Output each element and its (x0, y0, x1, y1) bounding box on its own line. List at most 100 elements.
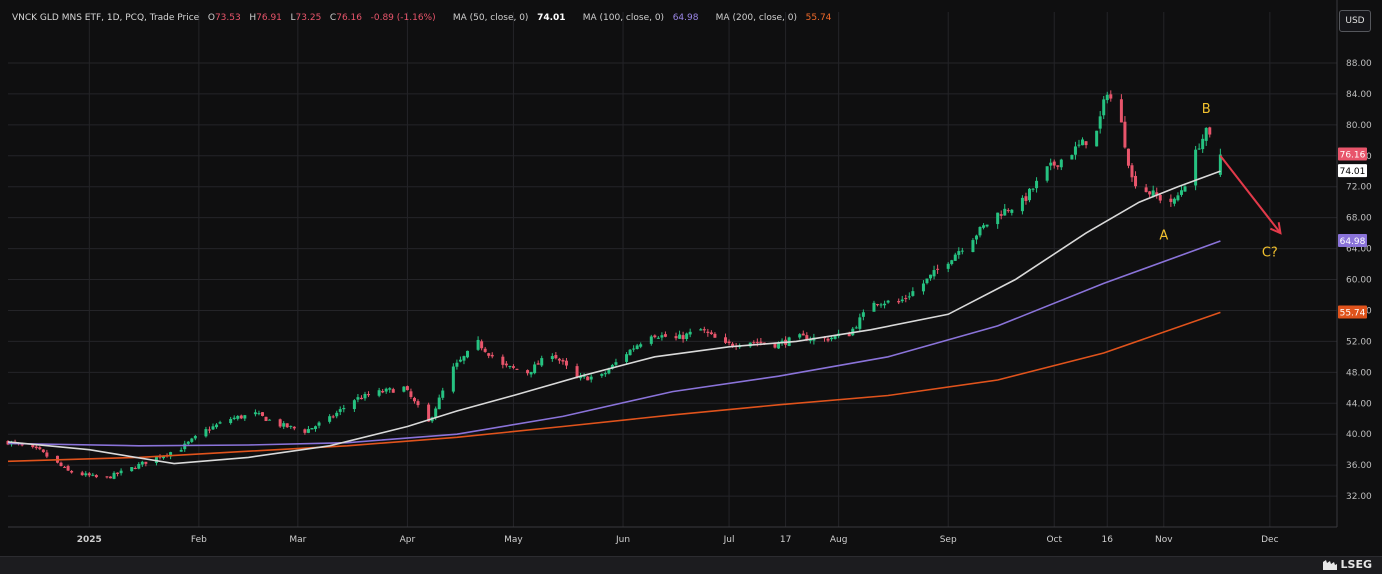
candle-body (462, 356, 466, 361)
candle-body (289, 425, 293, 427)
price-label-box (1338, 233, 1367, 247)
candle-body (960, 250, 964, 252)
wave-annotation: C? (1262, 245, 1278, 260)
candle-body (607, 369, 611, 374)
legend-change: -0.89 (-1.16%) (370, 13, 436, 23)
candle-body (20, 444, 24, 446)
candle-body (1148, 191, 1152, 195)
price-label-box (1338, 164, 1367, 178)
candle-body (996, 212, 1000, 225)
currency-button[interactable]: USD (1339, 10, 1371, 32)
candle-body (886, 300, 890, 303)
candle-body (777, 342, 781, 349)
candle-body (999, 214, 1003, 216)
price-label-box (1338, 147, 1367, 161)
legend-high-label: H (249, 13, 257, 23)
y-tick-label: 64.00 (1346, 245, 1372, 255)
candle-body (533, 364, 537, 374)
candle-body (314, 426, 318, 429)
candle-body (490, 354, 494, 357)
candle-body (480, 341, 484, 349)
candle-body (335, 412, 339, 417)
candle-body (1049, 162, 1053, 166)
candle-body (169, 452, 173, 457)
candle-body (625, 354, 629, 362)
candle-body (1169, 198, 1173, 202)
candle-body (342, 408, 346, 410)
candle-body (600, 373, 604, 376)
candle-body (879, 304, 883, 306)
candle-body (59, 462, 63, 467)
candle-body (1027, 188, 1031, 201)
candle-body (550, 356, 554, 360)
candle-body (1045, 166, 1049, 181)
candle-body (331, 416, 335, 418)
candle-body (1052, 161, 1056, 166)
legend-close-label: C (329, 13, 337, 23)
price-label-text: 64.98 (1340, 237, 1366, 247)
candle-body (328, 416, 332, 422)
candle-body (437, 397, 441, 410)
candle-body (384, 388, 388, 392)
candle-body (1130, 165, 1134, 178)
brand-label: LSEG (1340, 558, 1372, 571)
x-tick-label: Mar (289, 535, 306, 545)
chart-canvas[interactable]: 32.0036.0040.0044.0048.0052.0056.0060.00… (0, 0, 1382, 556)
y-tick-label: 40.00 (1346, 430, 1372, 440)
candle-body (487, 353, 491, 356)
candle-body (292, 426, 296, 429)
x-tick-label: 2025 (77, 535, 102, 545)
footer-bar (0, 556, 1382, 574)
candle-body (183, 443, 187, 450)
brand-logo: LSEG (1322, 558, 1372, 571)
candle-body (610, 364, 614, 369)
candle-body (1020, 197, 1024, 212)
legend-ma50-value: 74.01 (537, 13, 566, 23)
candle-body (946, 263, 950, 269)
candle-body (356, 397, 360, 400)
candle-body (798, 334, 802, 338)
candle-body (80, 472, 84, 476)
candle-body (1006, 210, 1010, 212)
candle-body (303, 429, 307, 433)
candle-body (589, 376, 593, 380)
candle-body (1102, 99, 1106, 116)
y-tick-label: 72.00 (1346, 183, 1372, 193)
price-label: 76.16 (1338, 147, 1367, 161)
candle-body (579, 375, 583, 379)
candle-body (564, 360, 568, 366)
candle-body (1201, 138, 1205, 150)
legend-instrument: VNCK GLD MNS ETF, 1D, PCQ, Trade Price (12, 13, 200, 23)
legend-ma100-value: 64.98 (672, 13, 699, 23)
candle-body (861, 312, 865, 317)
candle-body (45, 452, 49, 457)
candle-body (243, 415, 247, 419)
candle-body (826, 338, 830, 341)
candle-body (755, 341, 759, 343)
candle-body (402, 386, 406, 392)
candle-body (897, 301, 901, 303)
x-tick-label: Jul (723, 535, 735, 545)
wave-annotation: A (1159, 228, 1168, 243)
candle-body (381, 391, 385, 393)
candle-body (575, 366, 579, 378)
candle-body (982, 225, 986, 228)
candle-body (458, 359, 462, 362)
candle-body (137, 463, 141, 469)
candle-body (229, 419, 233, 424)
candle-body (978, 227, 982, 236)
candle-body (215, 424, 219, 428)
legend-low-value: 73.25 (295, 13, 322, 23)
candle-body (854, 327, 858, 329)
candle-body (904, 298, 908, 300)
ma200-line (7, 311, 1221, 463)
candle-body (260, 412, 264, 416)
candle-body (66, 466, 70, 471)
legend-high-value: 76.91 (256, 13, 282, 23)
candle-body (511, 366, 515, 368)
chart-background (0, 0, 1382, 556)
candle-body (268, 419, 272, 421)
x-tick-label: Aug (830, 535, 848, 545)
candle-body (1105, 94, 1109, 101)
